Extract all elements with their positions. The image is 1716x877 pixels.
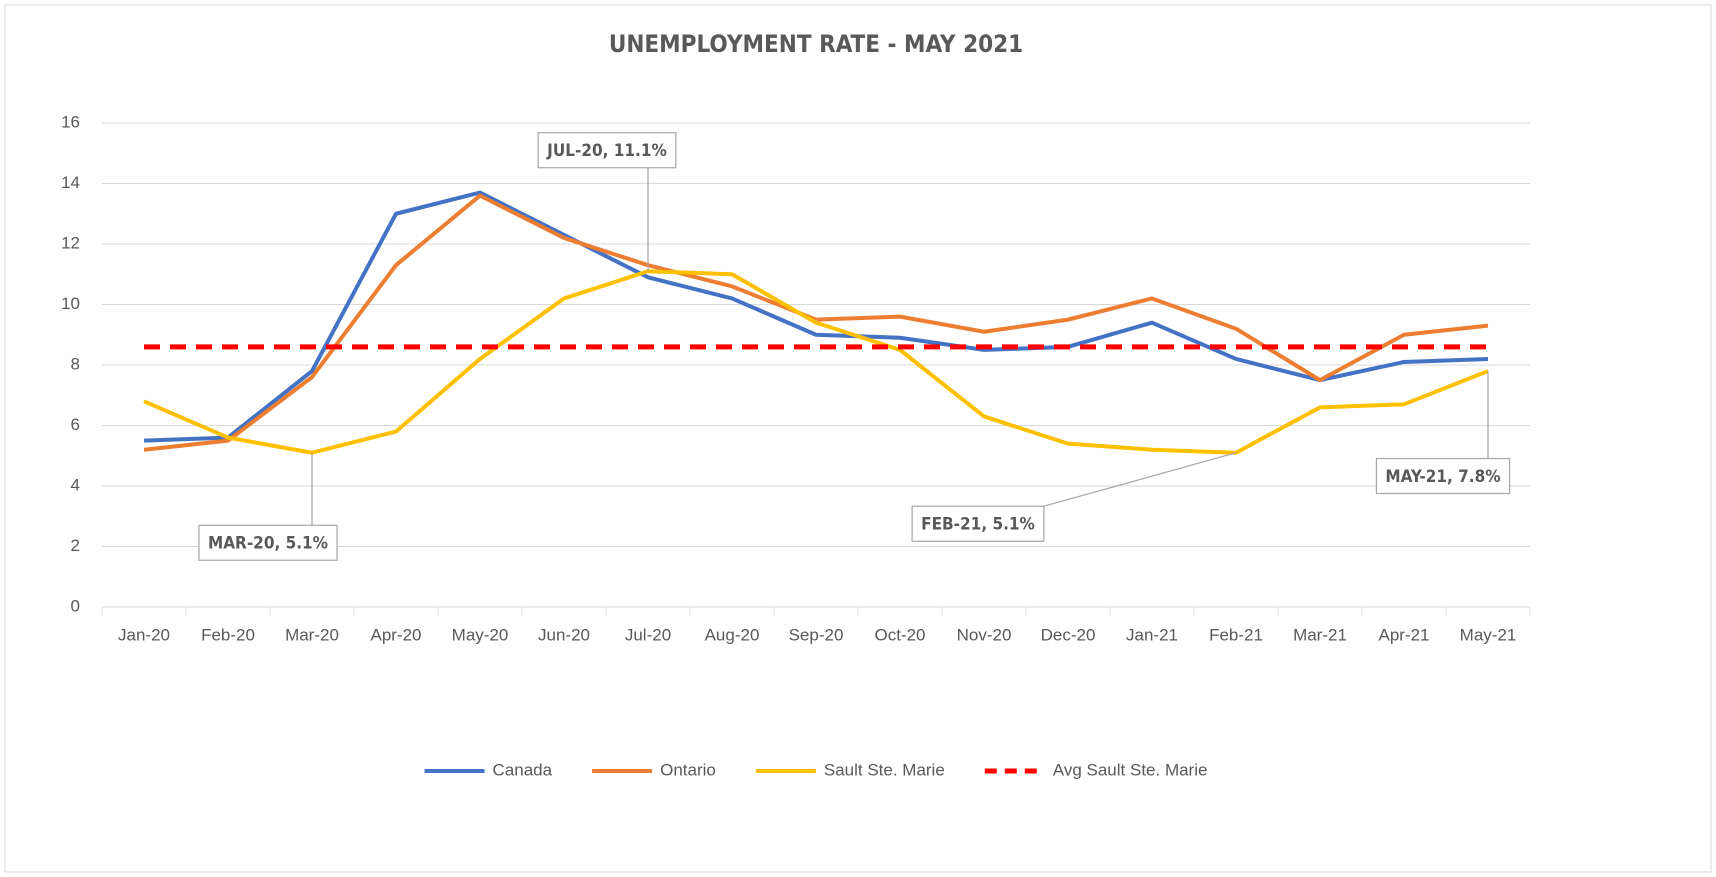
x-tick-label: May-20	[452, 625, 509, 644]
x-tick-label: Mar-21	[1293, 625, 1347, 644]
x-tick-label: Mar-20	[285, 625, 339, 644]
y-tick-label: 16	[61, 112, 80, 131]
x-tick-label: Feb-20	[201, 625, 255, 644]
x-tick-label: Jun-20	[538, 625, 590, 644]
leader-line	[1043, 452, 1237, 507]
label-box	[1375, 457, 1511, 495]
data-label: MAY-21, 7.8%	[1385, 467, 1500, 487]
x-tick-label: Sep-20	[789, 625, 844, 644]
legend-label: Avg Sault Ste. Marie	[1053, 760, 1208, 779]
x-tick-label: Aug-20	[705, 625, 760, 644]
x-tick-label: Dec-20	[1041, 625, 1096, 644]
x-tick-label: Jan-20	[118, 625, 170, 644]
y-tick-label: 10	[61, 294, 80, 313]
y-tick-label: 2	[71, 536, 80, 555]
x-tick-label: Apr-20	[370, 625, 421, 644]
x-tick-label: Jan-21	[1126, 625, 1178, 644]
series-line	[143, 269, 1489, 455]
data-label: JUL-20, 11.1%	[546, 141, 667, 161]
legend-label: Ontario	[660, 760, 716, 779]
x-tick-label: Nov-20	[957, 625, 1012, 644]
x-tick-label: May-21	[1460, 625, 1517, 644]
label-box	[537, 132, 677, 169]
y-tick-label: 4	[71, 475, 80, 494]
x-tick-label: Jul-20	[625, 625, 671, 644]
legend-label: Sault Ste. Marie	[824, 760, 945, 779]
chart-frame	[4, 4, 1712, 873]
y-tick-label: 12	[61, 233, 80, 252]
x-tick-label: Feb-21	[1209, 625, 1263, 644]
chart-title: UNEMPLOYMENT RATE - MAY 2021	[609, 30, 1023, 58]
series-line	[143, 190, 1489, 443]
label-box	[911, 505, 1045, 542]
label-box	[198, 524, 338, 561]
y-tick-label: 6	[71, 415, 80, 434]
x-tick-label: Apr-21	[1378, 625, 1429, 644]
y-tick-label: 14	[61, 173, 80, 192]
x-tick-label: Oct-20	[874, 625, 925, 644]
legend-label: Canada	[493, 760, 553, 779]
data-label: FEB-21, 5.1%	[921, 515, 1035, 535]
y-tick-label: 8	[71, 354, 80, 373]
y-tick-label: 0	[71, 596, 80, 615]
data-label: MAR-20, 5.1%	[208, 534, 328, 554]
